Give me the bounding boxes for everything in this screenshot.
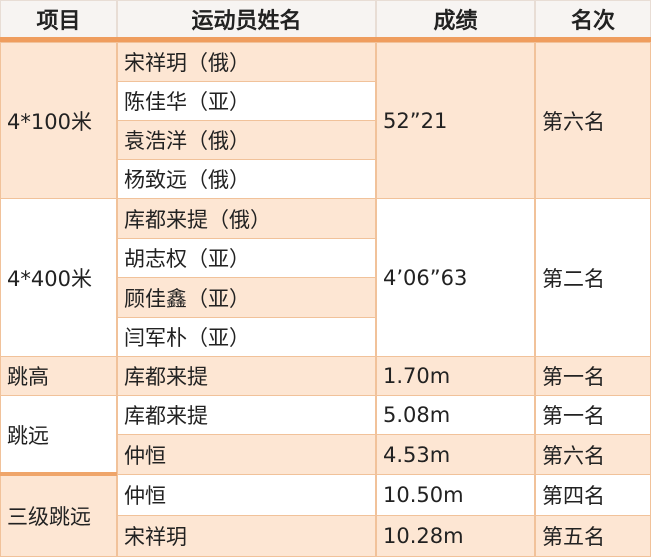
- score-cell: 10.28m: [376, 515, 535, 557]
- score-cell: 1.70m: [376, 356, 535, 396]
- event-cell: 4*400米: [0, 198, 117, 357]
- rank-cell: 第六名: [535, 42, 651, 199]
- rank-cell: 第五名: [535, 515, 651, 557]
- athlete-cell: 库都来提: [117, 356, 376, 396]
- header-divider: [0, 37, 651, 42]
- event-cell: 跳高: [0, 356, 117, 396]
- athlete-cell: 库都来提（俄）: [117, 198, 376, 239]
- rank-cell: 第四名: [535, 474, 651, 516]
- event-cell: 4*100米: [0, 42, 117, 199]
- section-divider: [0, 472, 117, 476]
- score-cell: 5.08m: [376, 395, 535, 435]
- athlete-cell: 仲恒: [117, 434, 376, 475]
- rank-cell: 第二名: [535, 198, 651, 357]
- athlete-cell: 袁浩洋（俄）: [117, 120, 376, 160]
- athlete-cell: 杨致远（俄）: [117, 159, 376, 199]
- rank-cell: 第一名: [535, 395, 651, 435]
- header-event: 项目: [0, 0, 117, 38]
- athlete-cell: 胡志权（亚）: [117, 238, 376, 278]
- athlete-cell: 宋祥玥: [117, 515, 376, 557]
- rank-cell: 第一名: [535, 356, 651, 396]
- score-cell: 4.53m: [376, 434, 535, 475]
- athlete-cell: 陈佳华（亚）: [117, 81, 376, 121]
- rank-cell: 第六名: [535, 434, 651, 475]
- score-cell: 4’06”63: [376, 198, 535, 357]
- athlete-cell: 闫军朴（亚）: [117, 317, 376, 357]
- event-cell: 跳远: [0, 395, 117, 475]
- athlete-cell: 库都来提: [117, 395, 376, 435]
- event-cell: 三级跳远: [0, 474, 117, 557]
- score-cell: 52”21: [376, 42, 535, 199]
- athlete-cell: 顾佳鑫（亚）: [117, 277, 376, 318]
- athlete-cell: 宋祥玥（俄）: [117, 42, 376, 82]
- header-athlete: 运动员姓名: [117, 0, 376, 38]
- header-score: 成绩: [376, 0, 535, 38]
- score-cell: 10.50m: [376, 474, 535, 516]
- athlete-cell: 仲恒: [117, 474, 376, 516]
- header-rank: 名次: [535, 0, 651, 38]
